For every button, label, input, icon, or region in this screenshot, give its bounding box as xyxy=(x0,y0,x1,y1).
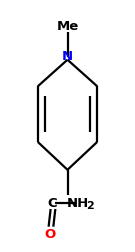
Text: N: N xyxy=(62,50,73,63)
Text: Me: Me xyxy=(56,20,79,33)
Text: O: O xyxy=(44,227,56,240)
Text: NH: NH xyxy=(67,196,89,209)
Text: C: C xyxy=(47,196,57,209)
Text: 2: 2 xyxy=(86,200,94,210)
